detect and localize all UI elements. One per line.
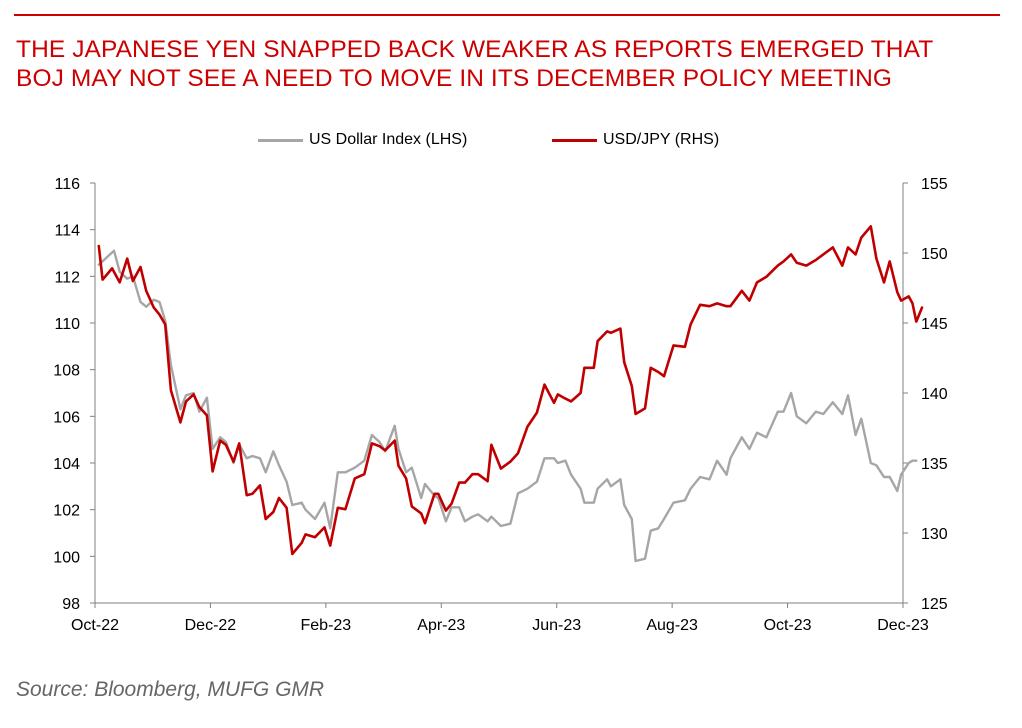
chart-title: THE JAPANESE YEN SNAPPED BACK WEAKER AS … (16, 35, 1006, 93)
right-tick-label: 140 (921, 386, 948, 403)
series-layer (97, 225, 924, 563)
right-y-axis: 125 130 135 140 145 150 155 (902, 176, 948, 613)
legend-label-dxy: US Dollar Index (LHS) (309, 131, 468, 148)
legend-swatch-dxy (258, 138, 303, 142)
left-tick-label: 100 (53, 549, 80, 566)
left-tick-label: 98 (62, 596, 80, 613)
legend-item-dxy: US Dollar Index (LHS) (258, 128, 467, 152)
x-tick-label: Dec-22 (185, 617, 237, 634)
source-note: Source: Bloomberg, MUFG GMR (16, 678, 325, 701)
right-tick-label: 145 (921, 316, 948, 333)
x-axis: Oct-22 Dec-22 Feb-23 Apr-23 Jun-23 Aug-23 Oct-… (71, 602, 929, 634)
legend-item-usdjpy: USD/JPY (RHS) (552, 128, 719, 152)
right-tick-label: 130 (921, 526, 948, 543)
top-rule (14, 14, 1000, 16)
x-tick-label: Apr-23 (417, 617, 465, 634)
x-tick-label: Dec-23 (877, 617, 929, 634)
legend-swatch-usdjpy (552, 138, 597, 142)
right-tick-label: 135 (921, 456, 948, 473)
x-tick-label: Jun-23 (532, 617, 581, 634)
left-tick-label: 106 (53, 409, 80, 426)
right-tick-label: 155 (921, 176, 948, 193)
right-tick-label: 125 (921, 596, 948, 613)
x-tick-label: Aug-23 (646, 617, 698, 634)
x-tick-label: Oct-23 (764, 617, 812, 634)
left-tick-label: 116 (54, 176, 80, 193)
legend: US Dollar Index (LHS) USD/JPY (RHS) (0, 128, 1022, 152)
chart-title-line-2: BOJ MAY NOT SEE A NEED TO MOVE IN ITS DE… (16, 65, 893, 92)
x-tick-label: Feb-23 (301, 617, 352, 634)
left-tick-label: 114 (54, 223, 80, 240)
left-y-axis: 98 100 102 104 106 108 110 112 114 116 (53, 176, 96, 613)
legend-label-usdjpy: USD/JPY (RHS) (603, 131, 720, 148)
series-line-usd-jpy (97, 225, 924, 556)
x-tick-label: Oct-22 (71, 617, 119, 634)
right-tick-label: 150 (921, 246, 948, 263)
left-tick-label: 102 (53, 503, 80, 520)
chart-title-line-1: THE JAPANESE YEN SNAPPED BACK WEAKER AS … (16, 36, 934, 63)
series-line-us-dollar-index (97, 249, 918, 563)
left-tick-label: 104 (53, 456, 80, 473)
left-tick-label: 112 (54, 269, 80, 286)
left-tick-label: 110 (54, 316, 80, 333)
left-tick-label: 108 (53, 363, 80, 380)
